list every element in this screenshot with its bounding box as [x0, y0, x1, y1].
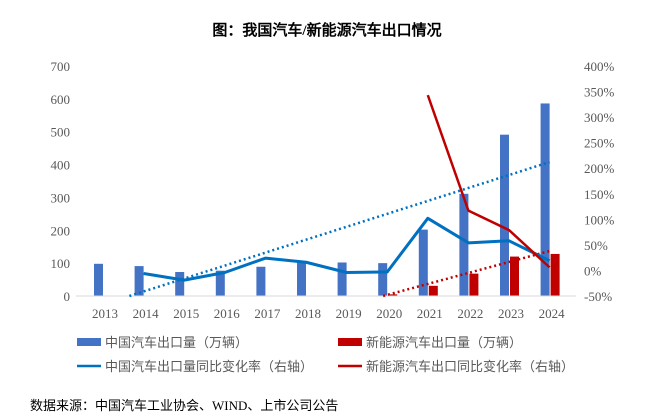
chart-title: 图：我国汽车/新能源汽车出口情况: [212, 21, 441, 39]
right-axis-tick: 400%: [584, 59, 615, 74]
bar-china-export: [256, 266, 266, 296]
x-axis-tick: 2013: [92, 306, 118, 321]
source-note: 数据来源：中国汽车工业协会、WIND、上市公司公告: [30, 398, 338, 413]
x-axis-tick: 2017: [254, 306, 281, 321]
right-axis-tick: 100%: [584, 212, 615, 227]
bar-china-export: [94, 263, 103, 296]
x-axis-tick: 2014: [133, 306, 160, 321]
bar-china-export: [540, 103, 550, 296]
x-axis-tick: 2018: [295, 306, 321, 321]
left-axis-tick: 100: [51, 256, 71, 271]
x-axis-tick: 2021: [417, 306, 443, 321]
right-axis-tick: 350%: [584, 85, 615, 100]
right-axis-tick: 300%: [584, 110, 615, 125]
right-axis-tick: -50%: [584, 289, 612, 304]
legend-label: 新能源汽车出口量（万辆）: [366, 335, 522, 350]
right-axis-tick: 150%: [584, 187, 615, 202]
line-nev-yoy: [426, 94, 551, 269]
right-axis-tick: 50%: [584, 238, 608, 253]
bar-nev-export: [550, 253, 560, 296]
bar-china-export: [378, 263, 388, 296]
bar-nev-export: [510, 256, 519, 296]
x-axis-tick: 2020: [376, 306, 402, 321]
legend-swatch: [77, 338, 101, 346]
x-axis-tick: 2015: [173, 306, 199, 321]
bar-nev-export: [428, 285, 438, 296]
bar-china-export: [215, 270, 225, 296]
left-axis-tick: 700: [51, 59, 71, 74]
legend-label: 中国汽车出口量同比变化率（右轴）: [105, 359, 313, 374]
x-axis-tick: 2023: [498, 306, 524, 321]
bar-china-export: [418, 229, 428, 296]
left-axis-tick: 200: [51, 223, 71, 238]
x-axis-tick: 2024: [539, 306, 566, 321]
bar-nev-export: [388, 294, 398, 296]
bar-nev-export: [469, 273, 479, 296]
left-axis-tick: 0: [64, 289, 71, 304]
left-axis-tick: 400: [51, 158, 71, 173]
left-axis-tick: 300: [51, 190, 71, 205]
legend-label: 新能源汽车出口同比变化率（右轴）: [366, 359, 574, 374]
line-china-yoy: [143, 216, 551, 282]
right-axis-tick: 250%: [584, 136, 615, 151]
bar-china-export: [297, 261, 306, 296]
bar-china-export: [134, 266, 144, 296]
left-axis-tick: 600: [51, 92, 71, 107]
bar-china-export: [500, 134, 509, 296]
bar-china-export: [337, 262, 347, 296]
trendline-china: [129, 160, 550, 298]
right-axis-tick: 0%: [584, 263, 602, 278]
trendline-nev: [382, 249, 550, 298]
right-axis-tick: 200%: [584, 161, 615, 176]
x-axis-tick: 2016: [214, 306, 241, 321]
legend-label: 中国汽车出口量（万辆）: [105, 335, 248, 350]
legend-swatch: [338, 338, 362, 346]
bar-china-export: [459, 193, 469, 296]
bar-china-export: [175, 272, 185, 296]
x-axis-tick: 2019: [336, 306, 362, 321]
left-axis-tick: 500: [51, 125, 71, 140]
x-axis-tick: 2022: [457, 306, 483, 321]
